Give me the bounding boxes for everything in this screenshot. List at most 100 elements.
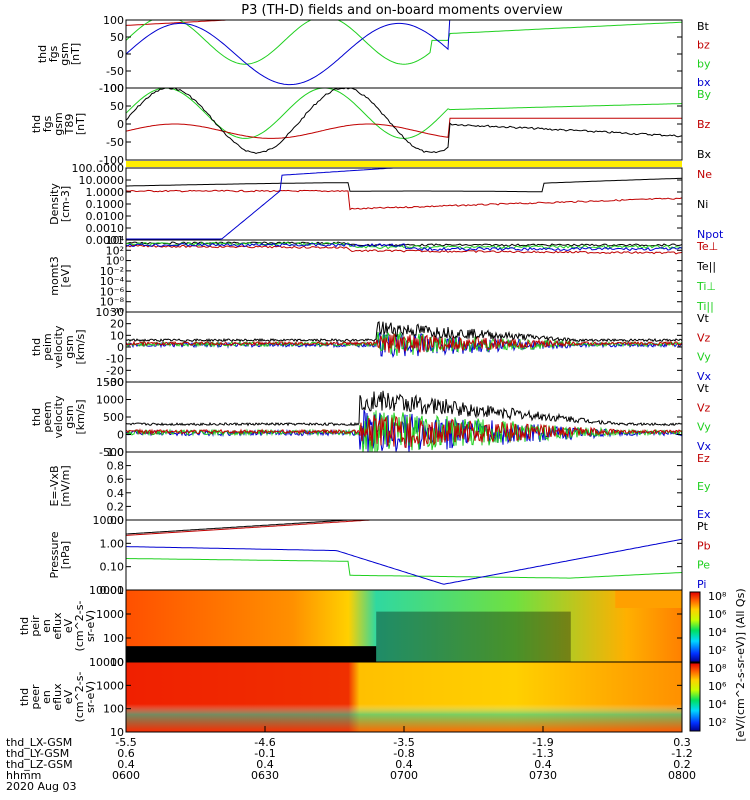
ylabel-line: [nT] [74,113,87,135]
ytick-label: -500 [99,446,124,459]
ytick-label: 10.0000 [79,174,125,187]
legend-item: Vt [697,382,710,395]
ytick-label: 100.0000 [72,162,125,175]
ytick-label: 0 [117,341,124,354]
series-By [126,88,682,139]
ytick-label: 0.01 [100,584,125,597]
panel-plot-fgs_gsm_t89 [126,88,682,155]
legend-item: Bz [697,118,711,131]
legend-item: Ne [697,168,712,181]
ylabel-line: thd [30,338,43,356]
ylabel-line: fgs [41,115,54,132]
legend-item: bx [697,76,711,89]
ylabel-line: gsm [63,405,76,428]
panel-frame-temperature [125,239,683,313]
colorbar-tick: 10² [708,716,726,729]
ylabel-line: [nT] [69,43,82,65]
colorbar-top [689,591,701,663]
ephemeris-value: 0600 [112,769,140,782]
legend-item: Te|| [696,260,716,273]
panel-peir_en: 10000 1000 100 10 thdpeirenefluxeV(cm^2-s-sr… [18,584,683,669]
legend-item: Bx [697,148,712,161]
ytick-label: 1.0 [107,446,125,459]
spectrogram-peer-low [126,662,682,732]
panel-frame-fgs_gsm_t89 [125,87,683,161]
ylabel-line: thd [36,45,49,63]
legend-item: bz [697,39,710,52]
ylabel-line: eflux [51,612,64,640]
ytick-label: 10² [106,244,124,257]
legend-item: Pt [697,520,709,533]
series-Pe [126,558,682,579]
colorbar-tick: 10² [708,644,726,657]
ytick-label: 10⁻⁸ [100,296,125,309]
ylabel-line: [mV/m] [59,465,72,506]
series-Bz [126,117,682,139]
panel-peer_en: 10000 1000 100 10 thdpeerenefluxeV(cm^2-s-sr… [18,656,683,739]
ytick-label: 1.00 [100,537,125,550]
ylabel-line: momt3 [48,256,61,295]
ylabel-line: thd [30,408,43,426]
legend-item: Npot [697,228,724,241]
series-Teperp [126,244,682,255]
panel-frame-fgs_gsm [125,19,683,89]
colorbar-tick: 10⁴ [708,626,727,639]
ytick-label: -100 [99,82,124,95]
colorbar-tick: 10⁶ [708,608,727,621]
panel-plot-peer_en [126,662,682,732]
ylabel-line: [cm-3] [59,186,72,222]
ytick-label: 0.1000 [86,198,125,211]
legend-item: Vz [697,401,711,414]
ephemeris-value: 0730 [529,769,557,782]
ylabel-line: [nPa] [59,541,72,569]
panel-plot-density [126,168,682,240]
ylabel-line: eflux [51,683,64,711]
ytick-label: 10⁻² [100,265,124,278]
legend-item: Ey [697,480,711,493]
legend-item: Pi [697,578,706,591]
ephemeris-value: -3.5 [393,736,414,749]
ytick-label: 0.6 [107,473,125,486]
ytick-label: 10 [110,726,124,739]
series-Bx [126,88,682,155]
ytick-label: 1000 [96,608,124,621]
ylabel-line: peem [41,401,54,432]
panels-group: 100500-50-100thdfgsgsm[nT]Btbzbybx100500… [18,14,724,739]
ylabel-line: [eV] [59,265,72,288]
colorbar-tick: 10⁸ [708,590,727,603]
ytick-label: 1000 [96,394,124,407]
legend-item: Bt [697,20,710,33]
ytick-label: 0.0001 [86,234,125,247]
series-Vz [126,415,682,448]
panel-peem_velocity: 1500 1000 500 0 -500 thdpeemvelocitygsm[km/s]… [30,376,712,459]
ephemeris: -5.50.60.40600-4.6-0.10.40630-3.5-0.80.4… [6,726,696,793]
legend-item: by [697,57,711,70]
ephemeris-value: 0.3 [673,736,691,749]
ephemeris-value: 0630 [251,769,279,782]
ytick-label: -30 [106,376,124,389]
ytick-label: 0 [117,429,124,442]
series-Pb [126,520,682,536]
ylabel-line: peer [29,684,42,710]
ylabel-line: T89 [63,114,76,136]
ephemeris-value: 0700 [390,769,418,782]
series-Vz [126,333,682,353]
ytick-label: 10⁴ [106,234,125,247]
panel-efield: 1.00.80.60.40.20.0 E=-VxB[mV/m] Ez Ey Ex [48,446,711,527]
panel-plot-pressure [126,520,682,585]
ytick-label: 100 [103,82,124,95]
ylabel-line: en [40,690,53,704]
legend-item: Vx [697,370,712,383]
legend-item: Vx [697,440,712,453]
series-by [126,20,682,65]
ephemeris-label: thd_LX-GSM [6,736,72,749]
ephemeris-value: 0.6 [117,747,135,760]
ylabel-line: thd [30,115,43,133]
ytick-label: 0 [117,118,124,131]
ytick-label: 0.2 [107,500,125,513]
series-Tb [126,242,682,252]
ytick-label: 0.0100 [86,210,125,223]
ephemeris-value: 0.4 [256,758,274,771]
